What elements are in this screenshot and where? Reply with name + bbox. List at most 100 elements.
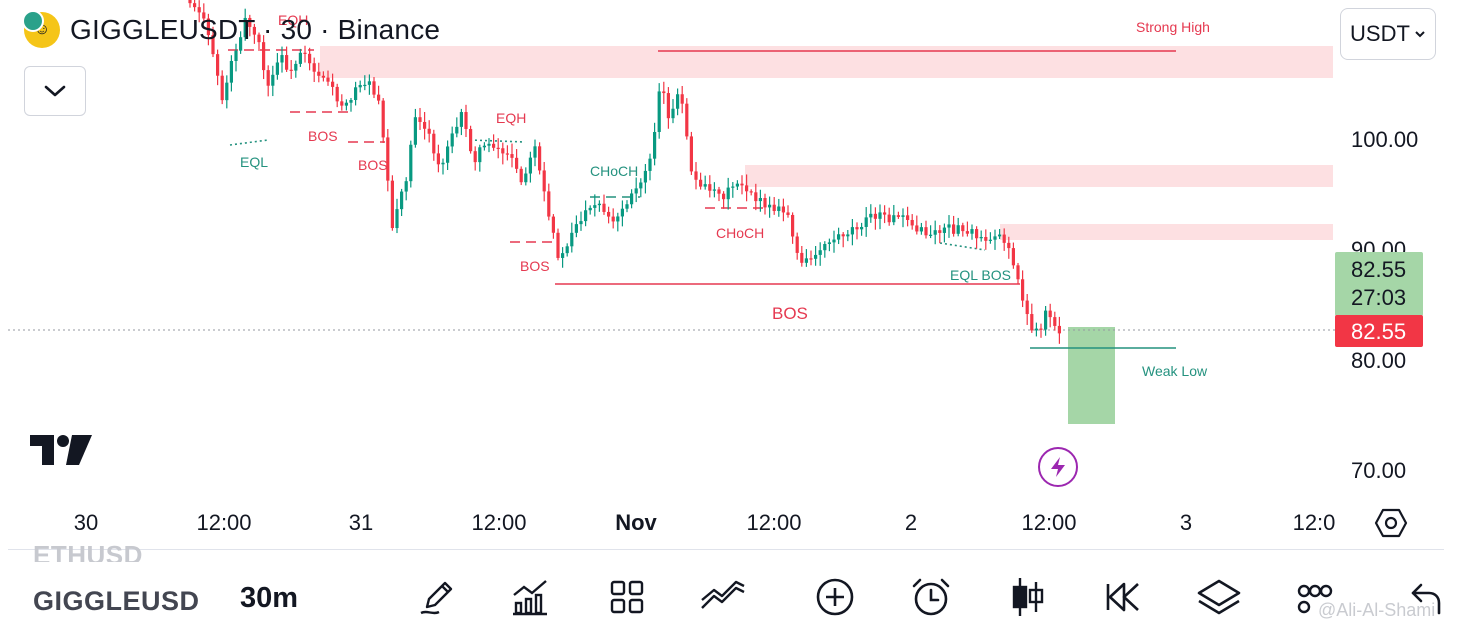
candle-body [809,258,813,260]
candle-body [906,215,910,220]
candle-body [197,7,201,13]
candle-body [482,145,486,148]
candle-body [653,131,657,159]
candle-body [712,189,716,191]
candle-body [781,206,785,213]
collapse-legend-button[interactable] [24,66,86,116]
candle-body [597,203,601,206]
candle-body [998,234,1002,237]
candle-body [965,231,969,234]
candle-body [225,82,229,101]
candle-body [933,230,937,235]
pencil-icon[interactable] [414,574,460,620]
tradingview-logo-icon[interactable] [30,435,92,465]
candle-body [915,225,919,232]
candle-body [413,117,417,145]
symbol-title: GIGGLEUSDT · 30 · Binance [70,14,441,45]
candle-body [924,227,928,236]
candle-body [1007,242,1011,249]
candle-body [584,210,588,222]
candle-body [887,214,891,223]
candle-body [772,204,776,212]
bos-label: BOS [520,258,550,274]
replay-icon[interactable] [1100,574,1146,620]
candle-body [846,234,850,237]
candle-body [841,234,845,237]
currency-selector[interactable]: USDT [1340,8,1436,60]
candle-body [699,179,703,187]
previous-symbol[interactable]: ETHUSD [33,540,143,562]
candle-body [961,225,965,232]
time-axis-label: 31 [348,510,374,535]
candle-body [404,181,408,192]
candle-body [818,250,822,255]
candle-body [837,234,841,240]
candle-body [510,154,514,158]
price-axis-label: 70.00 [1351,458,1406,483]
target-zone [1068,327,1115,424]
candle-body [993,236,997,240]
candle-body [942,227,946,233]
candle-body [630,193,634,205]
candle-body [593,205,597,208]
alarm-icon[interactable] [908,574,954,620]
candle-body [551,216,555,233]
candle-body [671,108,675,119]
bottom-bar-divider [8,549,1444,550]
candle-body [731,186,735,188]
bottom-symbol-button[interactable]: GIGGLEUSD [33,586,200,616]
lightning-event-icon[interactable] [1038,447,1078,487]
candle-body [768,204,772,208]
candle-body [473,151,477,163]
add-icon[interactable] [812,574,858,620]
candle-body [487,143,491,146]
candle-body [869,213,873,218]
back-icon[interactable] [1402,574,1448,620]
candle-body [418,117,422,122]
candles-icon[interactable] [1005,574,1051,620]
chart-settings-icon[interactable] [1374,506,1408,540]
time-axis-label: 30 [73,510,99,535]
candle-body [1025,300,1029,315]
candle-body [1016,265,1020,280]
candle-body [620,208,624,217]
candle-body [252,26,256,35]
indicators-icon[interactable] [507,574,553,620]
candle-body [726,187,730,200]
candle-body [450,133,454,147]
candle-body [372,81,376,95]
eql-label: EQL [240,154,268,170]
candle-body [634,188,638,194]
candle-body [694,171,698,180]
candle-body [344,102,348,106]
candle-body [639,182,643,189]
more-icon[interactable] [1292,574,1338,620]
candle-body [469,129,473,152]
candle-body [850,227,854,235]
candle-body [970,229,974,234]
candle-body [331,81,335,87]
candle-body [1053,317,1057,326]
candle-body [740,183,744,186]
candle-body [188,0,192,4]
symbol-header[interactable]: ☺ GIGGLEUSDT · 30 · Binance [22,10,441,48]
candle-body [602,203,606,212]
candle-body [533,146,537,158]
candle-body [758,198,762,202]
grid-icon[interactable] [604,574,650,620]
candle-body [248,17,252,27]
candle-body [795,236,799,253]
candle-body [390,180,394,229]
candle-body [423,121,427,129]
candle-body [565,246,569,254]
candle-body [496,147,500,149]
interval-button[interactable]: 30m [240,582,299,614]
compare-icon[interactable] [700,574,746,620]
candle-body [538,146,542,171]
candle-body [427,128,431,134]
candle-body [1034,328,1038,331]
layers-icon[interactable] [1196,574,1242,620]
candle-body [1021,279,1025,301]
candle-body [321,75,325,78]
